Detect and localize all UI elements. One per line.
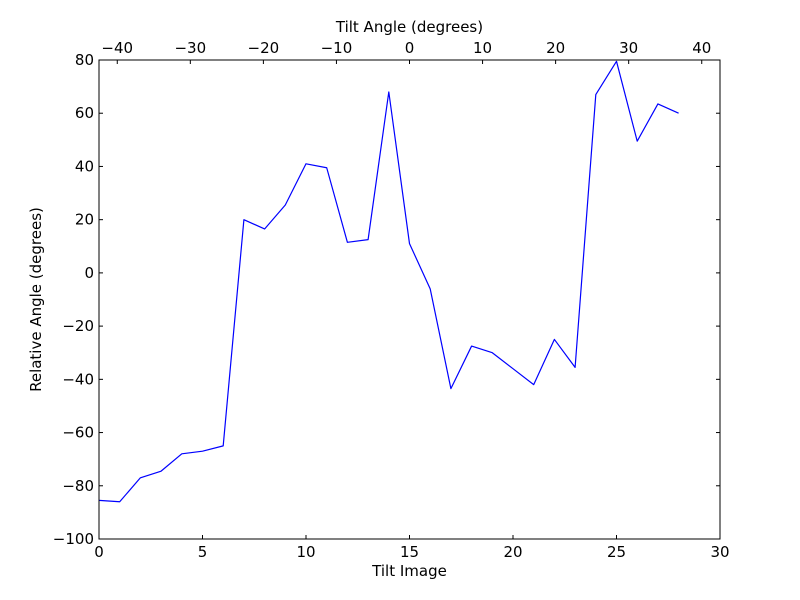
- y-tick-label: −40: [62, 370, 94, 388]
- data-point: [616, 61, 617, 62]
- tick-layer: 0 5 10 15 20 25 30−100−80−60−40−20020406080−40…: [53, 39, 730, 561]
- top-x-tick-label: −20: [248, 39, 280, 57]
- plot-area: [99, 60, 720, 539]
- x-tick-label: 10: [296, 543, 315, 561]
- y-axis-label: Relative Angle (degrees): [27, 207, 45, 392]
- data-point: [492, 352, 493, 353]
- x-tick-label: 15: [400, 543, 419, 561]
- x-tick-label: 0: [94, 543, 104, 561]
- data-point: [161, 471, 162, 472]
- data-point: [326, 167, 327, 168]
- data-point: [657, 103, 658, 104]
- data-point: [264, 228, 265, 229]
- top-x-tick-label: −10: [321, 39, 353, 57]
- data-point: [575, 367, 576, 368]
- top-x-tick-label: 10: [473, 39, 492, 57]
- top-x-tick-label: −30: [174, 39, 206, 57]
- data-point: [140, 477, 141, 478]
- y-tick-label: 60: [75, 104, 94, 122]
- top-x-tick-label: 30: [619, 39, 638, 57]
- top-x-tick-label: 20: [546, 39, 565, 57]
- x-tick-label: 25: [607, 543, 626, 561]
- data-point: [181, 453, 182, 454]
- data-point: [678, 113, 679, 114]
- data-point: [450, 388, 451, 389]
- data-point: [471, 345, 472, 346]
- y-tick-label: −20: [62, 317, 94, 335]
- data-point: [347, 242, 348, 243]
- y-tick-label: 40: [75, 157, 94, 175]
- data-point: [119, 501, 120, 502]
- data-point: [554, 339, 555, 340]
- data-point: [202, 451, 203, 452]
- data-point: [388, 91, 389, 92]
- x-tick-label: 20: [503, 543, 522, 561]
- data-point: [533, 384, 534, 385]
- data-point: [512, 368, 513, 369]
- top-x-tick-label: 40: [692, 39, 711, 57]
- top-x-tick-label: −40: [101, 39, 133, 57]
- data-point: [637, 141, 638, 142]
- x-tick-label: 30: [710, 543, 729, 561]
- y-tick-label: 80: [75, 51, 94, 69]
- data-point: [430, 288, 431, 289]
- y-tick-label: 20: [75, 211, 94, 229]
- top-x-tick-label: 0: [405, 39, 415, 57]
- y-tick-label: −100: [53, 530, 94, 548]
- y-tick-label: −60: [62, 424, 94, 442]
- data-point: [223, 445, 224, 446]
- data-point: [368, 239, 369, 240]
- data-point: [409, 243, 410, 244]
- data-point: [305, 163, 306, 164]
- x-tick-label: 5: [198, 543, 208, 561]
- top-x-axis-label: Tilt Angle (degrees): [335, 18, 483, 36]
- y-tick-label: −80: [62, 477, 94, 495]
- data-point: [243, 219, 244, 220]
- data-point: [595, 94, 596, 95]
- y-tick-label: 0: [84, 264, 94, 282]
- data-point: [285, 204, 286, 205]
- data-layer: [98, 60, 679, 503]
- series-line: [98, 60, 679, 503]
- x-axis-label: Tilt Image: [371, 562, 447, 580]
